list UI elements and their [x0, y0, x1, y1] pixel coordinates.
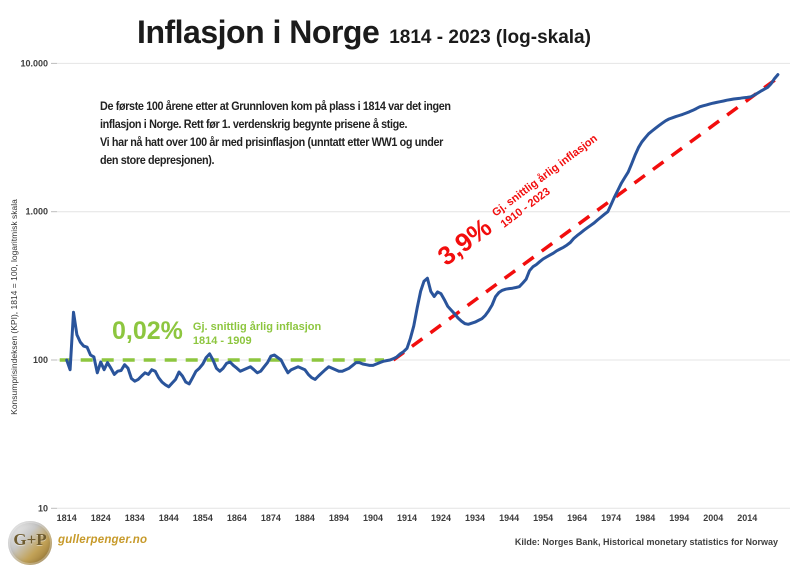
x-tick-label: 1934	[465, 513, 485, 523]
avg-inflation-caption-green: Gj. snittlig årlig inflasjon	[192, 321, 322, 333]
y-tick-label: 10	[38, 503, 48, 513]
x-tick-label: 1984	[635, 513, 655, 523]
y-tick-label: 1.000	[25, 207, 48, 217]
x-tick-label: 1814	[57, 513, 77, 523]
x-tick-label: 1874	[261, 513, 281, 523]
source-credit: Kilde: Norges Bank, Historical monetary …	[514, 537, 778, 547]
x-tick-label: 1994	[669, 513, 689, 523]
x-tick-label: 2004	[703, 513, 723, 523]
annotation-line: Vi har nå hatt over 100 år med prisinfla…	[100, 135, 443, 149]
annotation-text: De første 100 årene etter at Grunnloven …	[100, 97, 478, 169]
coin-logo-monogram: G+P	[13, 530, 47, 549]
x-tick-label: 1824	[91, 513, 111, 523]
x-tick-label: 2014	[737, 513, 757, 523]
x-tick-label: 1944	[499, 513, 519, 523]
x-tick-label: 1844	[159, 513, 179, 523]
x-tick-label: 1974	[601, 513, 621, 523]
gullerpenger-coin-logo: G+P	[8, 521, 52, 565]
annotation-line: De første 100 årene etter at Grunnloven …	[100, 99, 451, 113]
title-subtitle: 1814 - 2023 (log-skala)	[389, 27, 591, 48]
x-tick-label: 1854	[193, 513, 213, 523]
avg-inflation-period-green: 1814 - 1909	[192, 335, 252, 347]
x-tick-label: 1884	[295, 513, 315, 523]
avg-trend-line-1910-2023	[392, 76, 779, 362]
x-tick-label: 1834	[125, 513, 145, 523]
x-tick-label: 1904	[363, 513, 383, 523]
x-tick-label: 1924	[431, 513, 451, 523]
page-title: Inflasjon i Norge 1814 - 2023 (log-skala)	[0, 14, 760, 51]
annotation-line: den store depresjonen).	[100, 153, 215, 167]
kpi-line-series	[65, 73, 780, 389]
site-name: gullerpenger.no	[58, 534, 148, 546]
avg-inflation-pct-green: 0,02%	[112, 317, 183, 345]
y-tick-label: 10.000	[20, 58, 48, 68]
x-tick-label: 1864	[227, 513, 247, 523]
y-axis-title: Konsumprisindeksen (KPI), 1814 = 100, lo…	[9, 199, 19, 415]
x-tick-label: 1894	[329, 513, 349, 523]
x-tick-label: 1914	[397, 513, 417, 523]
annotation-line: inflasjon i Norge. Rett før 1. verdenskr…	[100, 117, 408, 131]
avg-inflation-label-1814-1909: 0,02% Gj. snittlig årlig inflasjon 1814 …	[112, 318, 321, 348]
y-tick-label: 100	[33, 355, 48, 365]
x-tick-label: 1964	[567, 513, 587, 523]
x-tick-label: 1954	[533, 513, 553, 523]
title-main: Inflasjon i Norge	[137, 14, 380, 50]
